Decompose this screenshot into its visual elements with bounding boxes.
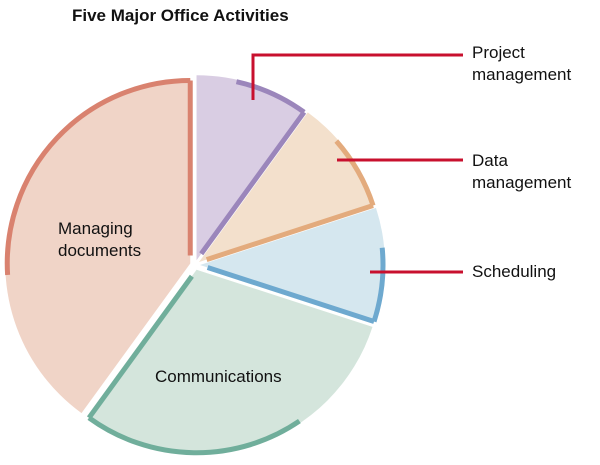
slice — [86, 269, 373, 456]
slice-label: Managing documents — [58, 219, 142, 260]
slice-edge — [205, 203, 374, 262]
slice-fill — [196, 75, 306, 261]
slice-fill — [199, 112, 375, 263]
callout-line — [251, 53, 463, 100]
callout-label: Project management — [472, 43, 572, 84]
slice — [200, 207, 386, 324]
slice-edge — [86, 274, 194, 420]
slice-edge — [334, 139, 376, 207]
callout-label: Data management — [472, 151, 572, 192]
slice-edge — [235, 79, 306, 115]
slice-fill — [87, 269, 373, 455]
slice-label: Communications — [155, 367, 282, 386]
slice-edge — [371, 247, 386, 323]
callout-label: Scheduling — [472, 262, 557, 281]
slice-edge — [206, 265, 375, 324]
chart-title: Five Major Office Activities — [72, 6, 289, 25]
slice-fill — [200, 207, 385, 323]
slice-edge — [4, 77, 191, 276]
slice — [196, 75, 307, 261]
slice — [199, 112, 376, 263]
slice-edge — [199, 110, 307, 256]
slice — [4, 77, 193, 414]
slice-fill — [5, 78, 191, 414]
slice-edge — [87, 415, 301, 456]
